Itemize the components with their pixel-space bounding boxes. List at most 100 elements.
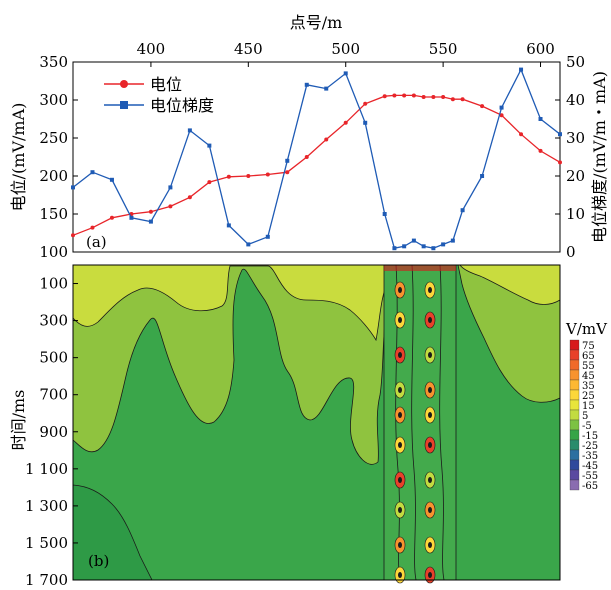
series-2-point [382,212,387,216]
time-tick-label: 1 700 [25,571,68,586]
anomaly-blob-core [398,442,402,448]
anomaly-blob-core [428,477,432,483]
series-2-point [363,120,368,125]
series-2-point [343,71,348,76]
right-y-tick-label: 30 [566,129,585,147]
colorbar-label: -5 [582,421,592,432]
anomaly-zone [383,264,457,584]
colorbar-swatch [569,359,580,371]
colorbar-label: -15 [582,431,598,442]
series-1-point [363,101,368,106]
anomaly-blob-core [428,287,432,293]
anomaly-blob-core [428,572,432,578]
x-tick-label: 600 [526,40,555,58]
series-2-point [421,244,426,249]
anomaly-blob-core [398,572,402,578]
anomaly-blob-core [428,352,432,358]
colorbar-unit: V/mV [565,320,608,338]
series-2-point [71,185,75,190]
series-2-point [246,242,251,247]
left-y-tick-label: 250 [39,129,68,147]
series-2-point [109,177,114,182]
colorbar-swatch [569,479,580,491]
series-1-point [411,93,416,98]
series-1-point [450,97,455,102]
anomaly-column-contour-mid [411,264,417,581]
series-1-point [538,148,543,153]
series-2-point [168,185,173,190]
colorbar-label: -45 [582,461,598,472]
x-tick-label: 550 [429,40,458,58]
colorbar-label: 25 [582,391,595,402]
anomaly-blob-core [428,442,432,448]
time-tick-label: 500 [39,349,68,367]
series-2-point [499,105,504,110]
series-1-point [558,160,562,165]
series-line-1 [72,94,561,236]
anomaly-blob-core [398,387,402,393]
left-y-tick-label: 100 [39,243,68,261]
x-axis-ticks: 400 450 500 550 600 [137,40,555,67]
anomaly-blob-core [428,317,432,323]
legend-label: 电位 [150,75,182,94]
right-y-tick-label: 0 [566,243,576,261]
series-1-point [392,93,397,98]
right-y-tick-label: 50 [566,53,585,71]
anomaly-top-stripe [384,265,456,271]
anomaly-blob-core [398,477,402,483]
anomaly-blob-core [398,542,402,548]
colorbar-swatch [569,369,580,381]
series-1-point [168,204,173,209]
anomaly-blobs [384,265,456,584]
series-2-point [460,208,465,213]
left-y-tick-label: 300 [39,91,68,109]
colorbar-label: 5 [582,411,588,422]
series-1-point [431,94,436,99]
left-y-tick-label: 350 [39,53,68,71]
x-axis-title: 点号/m [290,13,343,32]
series-line-2 [72,68,561,249]
time-axis-ticks: 100 300 500 700 900 1 100 1 300 1 500 1 700 [25,275,78,589]
series-1-point [187,195,192,200]
series-2-point [129,215,134,220]
colorbar-swatch [569,389,580,401]
colorbar-label: 65 [582,351,595,362]
colorbar-label: 15 [582,401,595,412]
series-1-point [90,225,95,230]
series-1-point [71,233,75,238]
series-1-point [382,94,387,99]
series-2-point [148,219,153,224]
time-tick-label: 900 [39,423,68,441]
left-y-axis-title: 电位/(mV/mA) [9,103,28,212]
anomaly-blob-core [428,387,432,393]
anomaly-blob-core [398,507,402,513]
series-1-point [441,94,446,99]
series-2-point [431,246,436,251]
x-tick-label: 500 [331,40,360,58]
colorbar-swatch [569,439,580,451]
colorbar-label: -35 [582,451,598,462]
series-2-point [285,158,290,163]
series-1-point [421,94,426,99]
panel-a: 点号/m 400 450 500 550 600 100150200250300350 … [9,13,609,261]
colorbar-swatch [569,409,580,421]
legend-label: 电位梯度 [150,96,214,115]
series-2-point [304,82,309,87]
panel-b-label: (b) [88,552,109,570]
time-tick-label: 700 [39,386,68,404]
series-1-point [226,174,231,179]
series-2-point [207,143,212,148]
panel-a-label: (a) [86,233,107,251]
series-2-point [558,132,562,137]
series-2-point [90,170,95,175]
right-y-tick-label: 10 [566,205,585,223]
series-1-point [343,120,348,125]
colorbar-swatch [569,349,580,361]
colorbar-swatch [569,379,580,391]
colorbar-label: 45 [582,371,595,382]
contour-region-upper-left-inner [72,264,389,342]
series-2-point [519,67,524,72]
series-1-point [460,97,465,102]
colorbar-swatch [569,399,580,411]
